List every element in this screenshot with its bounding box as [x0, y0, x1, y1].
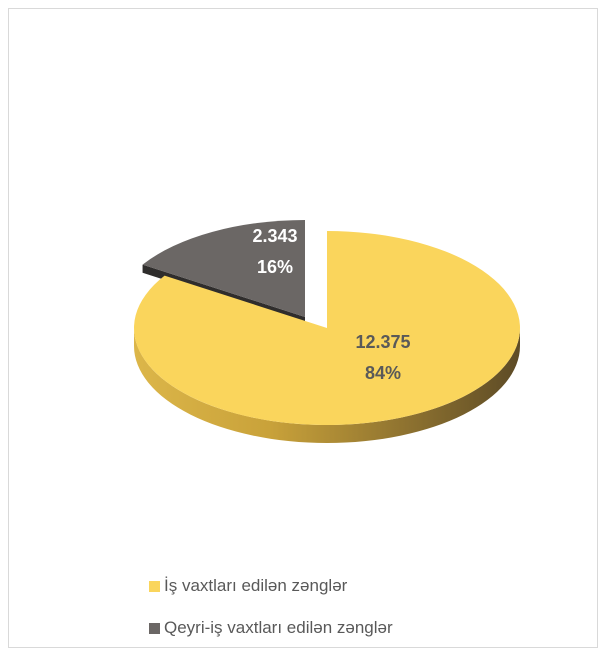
data-label-value-non-work-hours: 2.343 — [252, 226, 297, 246]
legend-swatch-non-work-hours — [149, 622, 160, 634]
legend: İş vaxtları edilən zənglər Qeyri-iş vaxt… — [149, 575, 393, 659]
legend-item-non-work-hours: Qeyri-iş vaxtları edilən zənglər — [149, 617, 393, 639]
slice-side-work-hours — [134, 328, 520, 443]
data-label-percent-work-hours: 84% — [365, 363, 401, 383]
chart-frame: 12.375 84% 2.343 16% İş vaxtları edilən zən… — [8, 8, 598, 648]
pie-chart: 12.375 84% 2.343 16% — [134, 220, 520, 443]
slice-non-work-hours — [142, 220, 305, 317]
legend-swatch-work-hours — [149, 580, 160, 592]
data-label-percent-non-work-hours: 16% — [257, 257, 293, 277]
data-label-value-work-hours: 12.375 — [355, 332, 410, 352]
slice-work-hours — [134, 231, 520, 425]
legend-label-non-work-hours: Qeyri-iş vaxtları edilən zənglər — [164, 618, 393, 637]
legend-label-work-hours: İş vaxtları edilən zənglər — [164, 576, 348, 595]
legend-item-work-hours: İş vaxtları edilən zənglər — [149, 575, 393, 597]
